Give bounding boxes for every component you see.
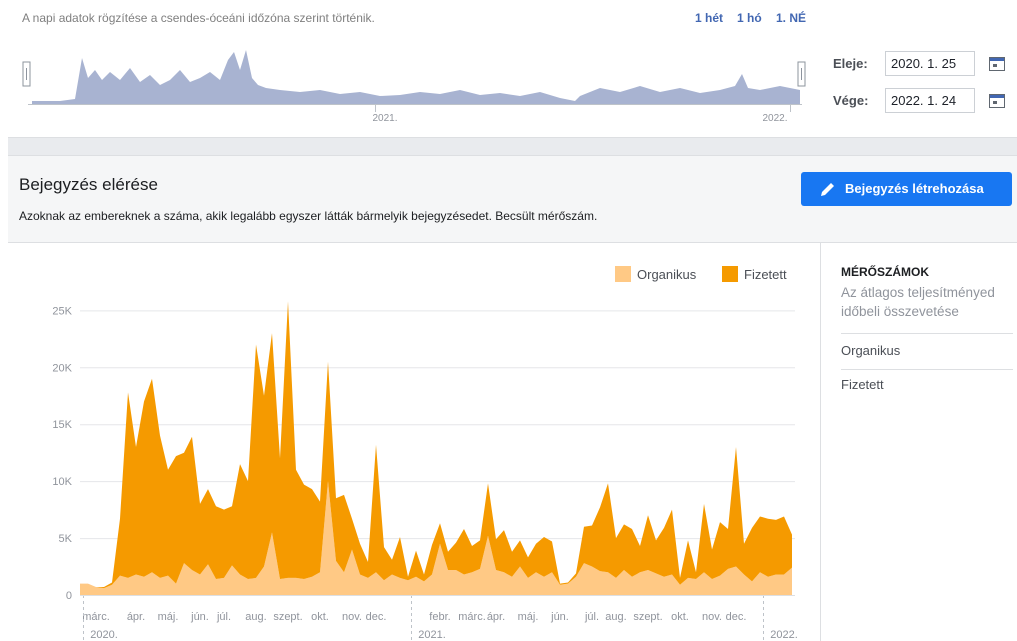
x-tick-label: okt.: [311, 611, 329, 623]
start-date-input[interactable]: 2020. 1. 25: [885, 51, 975, 76]
separator-band: [8, 137, 1017, 156]
x-tick-label: szept.: [273, 611, 302, 623]
year-label: 2020.: [90, 629, 118, 641]
calendar-icon[interactable]: [989, 94, 1005, 108]
x-tick-label: máj.: [158, 611, 179, 623]
sidebar: [820, 243, 1017, 641]
metric-item[interactable]: Organikus: [841, 343, 901, 358]
section-title: Bejegyzés elérése: [19, 175, 158, 194]
y-tick-label: 5K: [59, 533, 73, 545]
area: [80, 301, 792, 589]
x-tick-label: febr.: [429, 611, 450, 623]
x-tick-label: szept.: [633, 611, 662, 623]
x-tick-label: nov.: [342, 611, 362, 623]
create-post-button[interactable]: Bejegyzés létrehozása: [801, 172, 1012, 206]
sidebar-subtitle: Az átlagos teljesítményed időbeli összev…: [841, 285, 995, 319]
end-date-input[interactable]: 2022. 1. 24: [885, 88, 975, 113]
x-tick-label: máj.: [518, 611, 539, 623]
range-link[interactable]: 1 hét: [695, 11, 724, 25]
x-tick-label: aug.: [605, 611, 626, 623]
range-link[interactable]: 1. NÉ: [776, 11, 807, 25]
x-tick-label: nov.: [702, 611, 722, 623]
x-tick-label: okt.: [671, 611, 689, 623]
y-tick-label: 20K: [52, 362, 72, 374]
divider: [841, 333, 1013, 334]
x-tick-label: aug.: [245, 611, 266, 623]
legend-label: Fizetett: [744, 267, 787, 282]
range-link[interactable]: 1 hó: [737, 11, 762, 25]
pencil-icon: [821, 183, 834, 196]
metric-item[interactable]: Fizetett: [841, 377, 884, 392]
timezone-note: A napi adatok rögzítése a csendes-óceáni…: [22, 11, 375, 25]
end-label: Vége:: [833, 93, 869, 108]
section-description: Azoknak az embereknek a száma, akik lega…: [19, 209, 598, 223]
x-tick-label: ápr.: [487, 611, 505, 623]
overview-axis-label: 2021.: [372, 113, 397, 124]
overview[interactable]: 2021. 2022.: [0, 40, 820, 135]
legend-label: Organikus: [637, 267, 697, 282]
area: [80, 481, 792, 595]
x-tick-label: márc.: [458, 611, 486, 623]
x-tick-label: jún.: [190, 611, 209, 623]
x-tick-label: márc.: [82, 611, 110, 623]
x-tick-label: dec.: [366, 611, 387, 623]
x-tick-label: jún.: [550, 611, 569, 623]
sidebar-heading: MÉRŐSZÁMOK: [841, 265, 929, 279]
x-tick-label: júl.: [584, 611, 599, 623]
y-tick-label: 15K: [52, 419, 72, 431]
legend-swatch: [615, 266, 631, 282]
x-tick-label: júl.: [216, 611, 231, 623]
overview-axis-label: 2022.: [762, 113, 787, 124]
divider: [841, 369, 1013, 370]
calendar-icon[interactable]: [989, 57, 1005, 71]
overview-sparkline: [32, 50, 800, 104]
y-tick-label: 0: [66, 590, 72, 602]
year-label: 2022.: [770, 629, 798, 641]
legend-swatch: [722, 266, 738, 282]
y-tick-label: 10K: [52, 476, 72, 488]
button-label: Bejegyzés létrehozása: [845, 181, 984, 196]
year-label: 2021.: [418, 629, 446, 641]
start-label: Eleje:: [833, 56, 868, 71]
y-tick-label: 25K: [52, 305, 72, 317]
x-tick-label: dec.: [726, 611, 747, 623]
x-tick-label: ápr.: [127, 611, 145, 623]
